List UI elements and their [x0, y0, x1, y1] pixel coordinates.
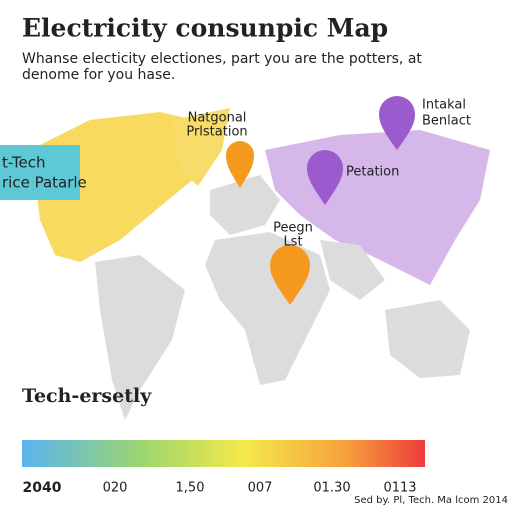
callout-text: rice Patarle	[2, 174, 87, 192]
color-bar	[22, 440, 425, 467]
legend-label: 0113	[383, 481, 416, 496]
subtitle: denome for you hase.	[22, 67, 175, 83]
marker-label: Intakal	[422, 98, 466, 113]
legend-label: 2040	[23, 480, 62, 496]
marker-label: Peegn	[273, 221, 313, 236]
south-america	[95, 255, 185, 420]
greenland	[172, 108, 230, 186]
legend-label: 020	[103, 481, 128, 496]
legend-title: Tech-ersetly	[22, 385, 152, 407]
marker[interactable]: Petation	[307, 150, 399, 205]
legend-label: 01.30	[313, 481, 350, 496]
marker-label: Prlstation	[186, 125, 247, 140]
europe	[210, 175, 280, 235]
callout-text: t-Tech	[2, 154, 46, 172]
title: Electricity consunpic Map	[22, 14, 388, 43]
marker-label: Benlact	[422, 114, 471, 129]
legend-label: 1,50	[176, 481, 205, 496]
marker-label: Petation	[346, 165, 399, 180]
australia	[385, 300, 470, 378]
marker[interactable]: Natgonal Prlstation	[186, 111, 254, 189]
marker-pin[interactable]	[270, 245, 310, 305]
marker-label: Lst	[283, 235, 302, 250]
marker-pin[interactable]	[307, 150, 343, 205]
marker-label: Natgonal	[188, 111, 247, 126]
marker-pin[interactable]	[226, 141, 254, 188]
footer: Sed by. Pl, Tech. Ma lcom 2014	[354, 495, 508, 506]
subtitle: Whanse electicity electiones, part you a…	[22, 51, 422, 67]
legend-label: 007	[248, 481, 273, 496]
legend-labels: 2040 020 1,50 007 01.30 0113	[23, 480, 417, 496]
world-map	[30, 108, 490, 420]
marker[interactable]: Intakal Benlact	[379, 96, 471, 150]
marker-pin[interactable]	[379, 96, 415, 150]
callout: t-Tech rice Patarle	[0, 145, 87, 200]
south-asia	[320, 240, 385, 300]
africa	[205, 232, 330, 385]
callout-box	[0, 145, 80, 200]
marker[interactable]: Peegn Lst	[270, 221, 313, 306]
